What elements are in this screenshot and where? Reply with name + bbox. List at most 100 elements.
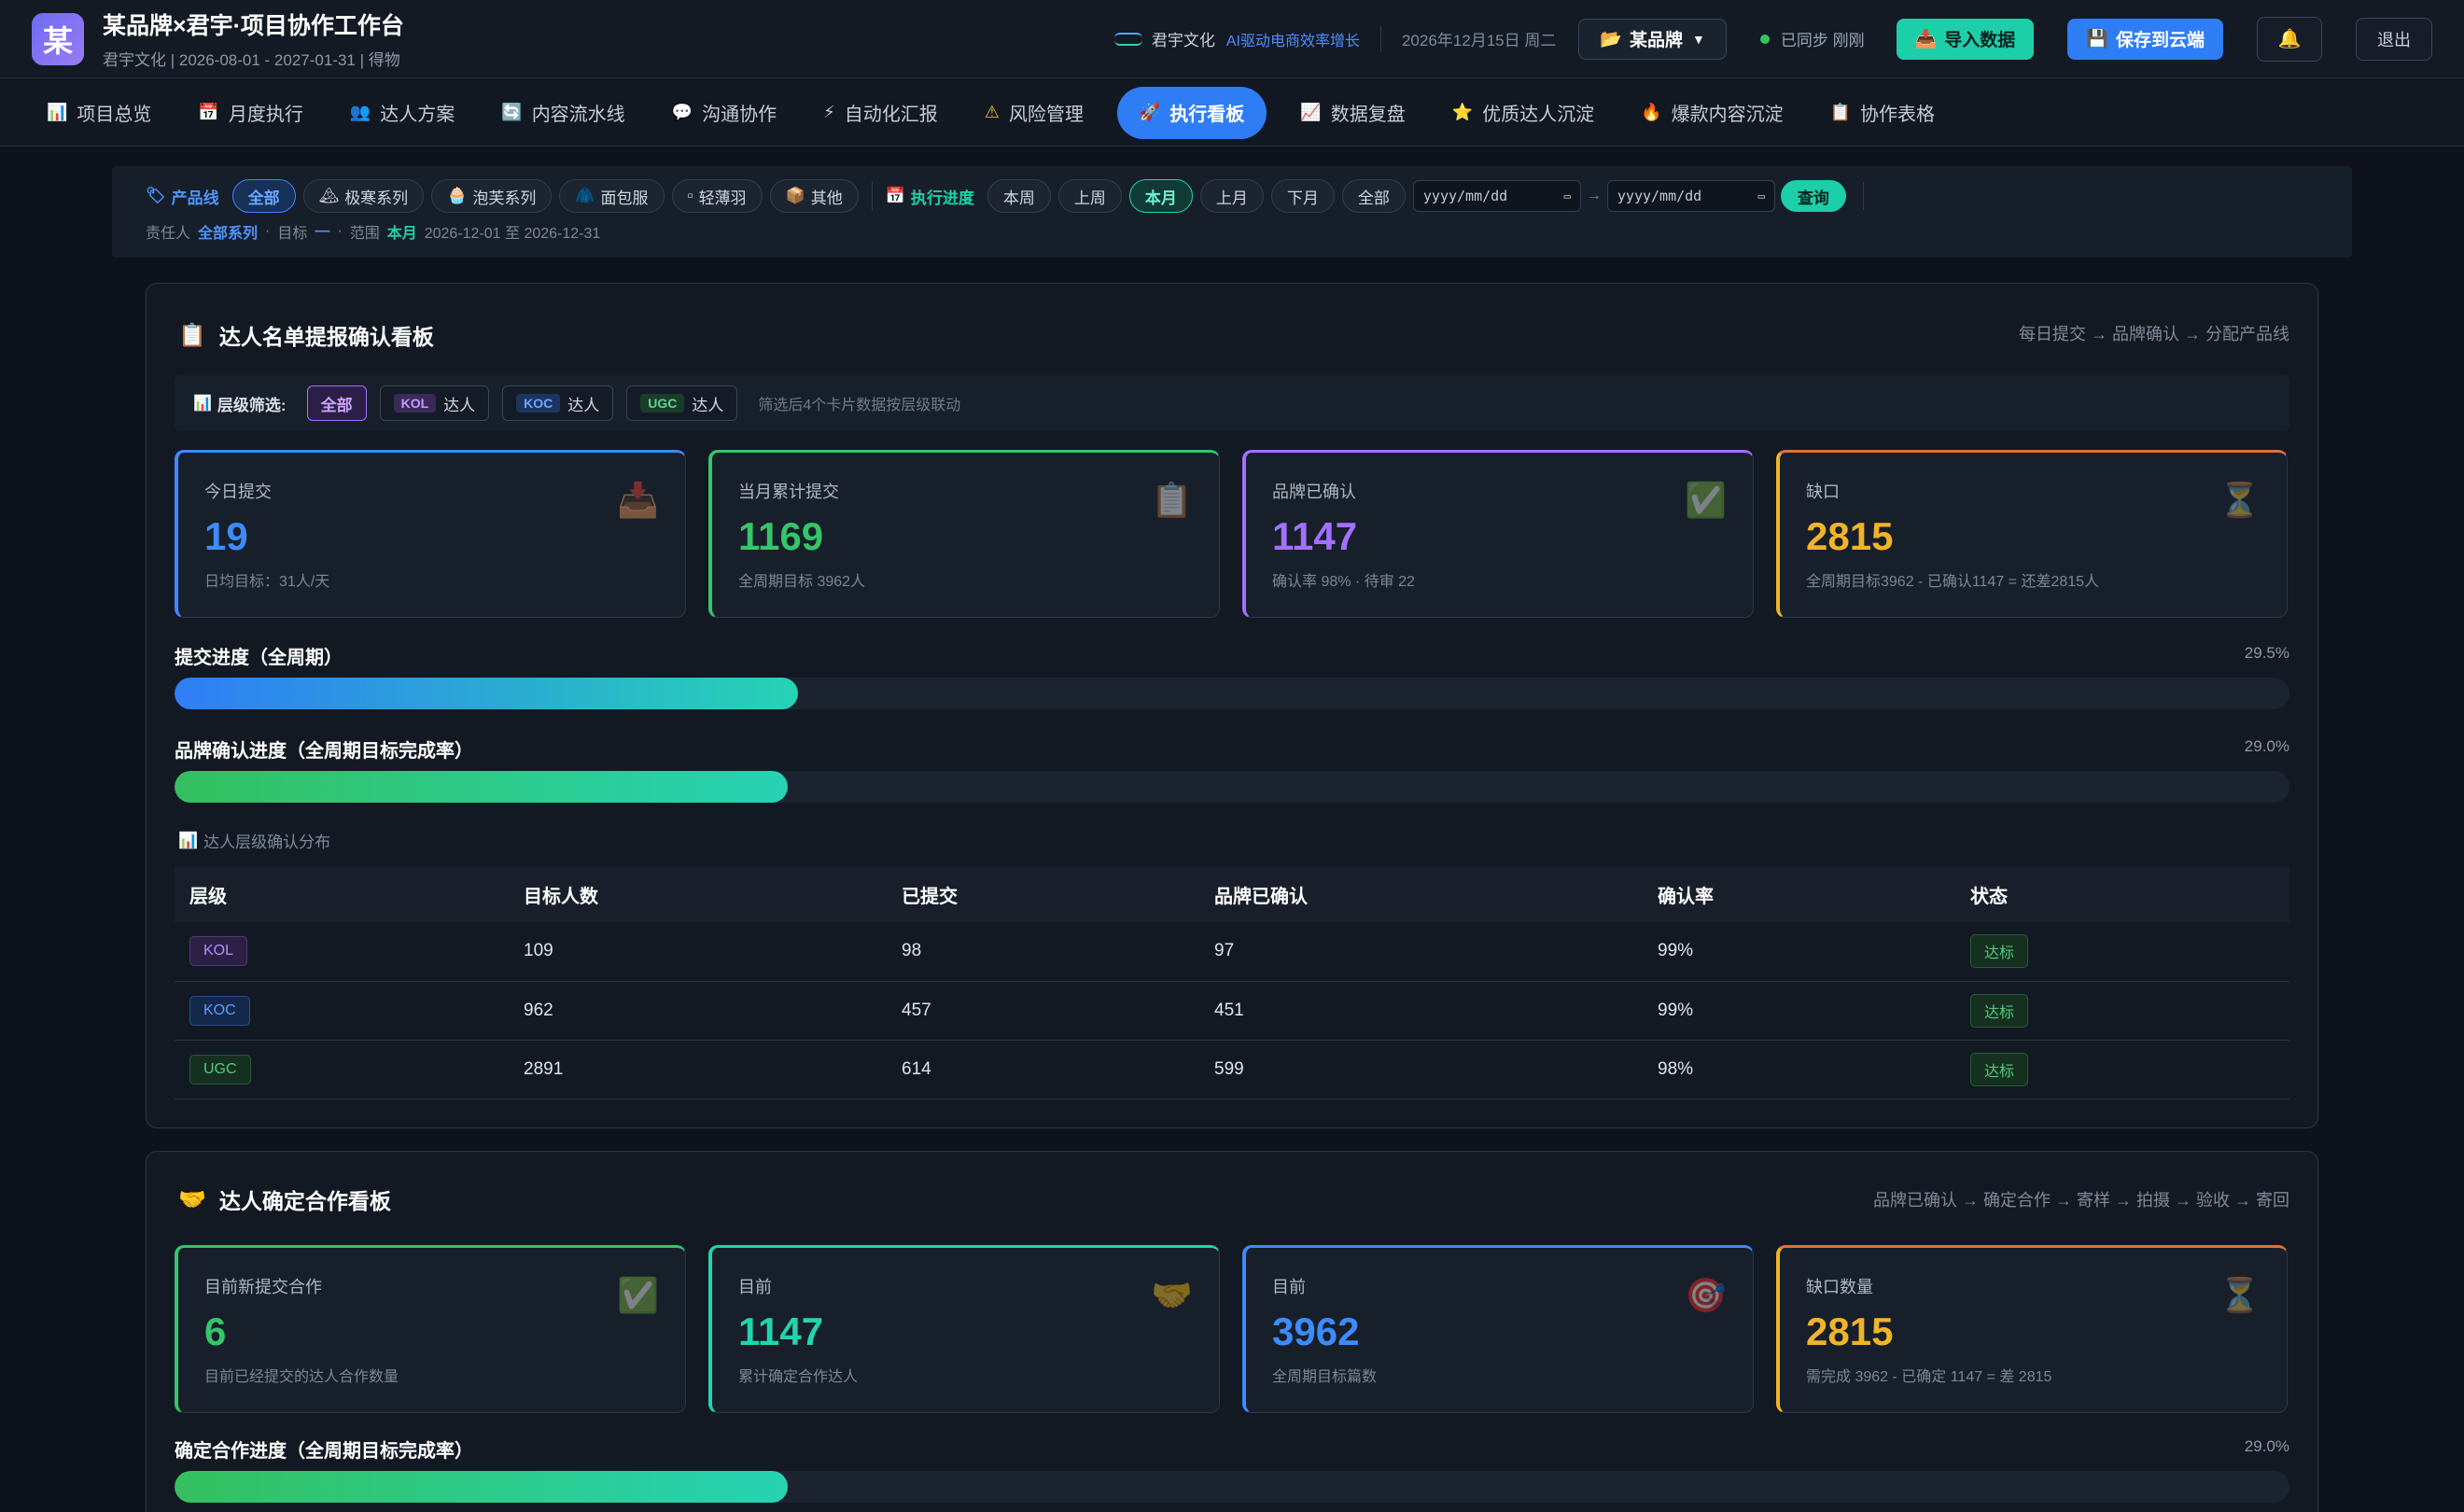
clipboard-icon: 📋 [1829, 103, 1851, 121]
period-chip-last-month[interactable]: 上月 [1199, 179, 1264, 213]
level-chip-koc[interactable]: KOC 达人 [502, 385, 614, 421]
stat-sub: 全周期目标3962 - 已确认1147 = 还差2815人 [1806, 574, 2100, 590]
refresh-icon: 🔄 [501, 103, 523, 121]
target-cell: 962 [509, 981, 887, 1041]
import-data-button[interactable]: 📥 导入数据 [1896, 18, 2035, 60]
app-subtitle: 君宇文化 | 2026-08-01 - 2027-01-31 | 得物 [103, 51, 400, 69]
confirmed-cell: 599 [1199, 1040, 1643, 1099]
clipboard-icon: 📋 [1151, 481, 1193, 519]
logout-button[interactable]: 退出 [2356, 17, 2432, 61]
period-chip-this-week[interactable]: 本周 [987, 179, 1051, 213]
chart-icon: 📊 [178, 831, 199, 849]
coat-icon: 🧥 [575, 187, 595, 204]
stat-value: 2815 [1806, 514, 1894, 558]
tab-pipeline[interactable]: 🔄 内容流水线 [488, 87, 637, 139]
product-chip-light-down[interactable]: ▫ 轻薄羽 [671, 179, 763, 213]
submitted-cell: 98 [887, 922, 1199, 982]
tab-monthly[interactable]: 📅 月度执行 [185, 87, 315, 139]
fire-icon: 🔥 [1641, 103, 1662, 121]
range-dates: 2026-12-01 至 2026-12-31 [424, 226, 601, 242]
stat-card-new-coop: 目前新提交合作 6 目前已经提交的达人合作数量 ✅ [175, 1245, 686, 1413]
box-icon: 📦 [785, 187, 805, 204]
level-chip-kol[interactable]: KOL 达人 [379, 385, 490, 421]
period-chip-last-week[interactable]: 上周 [1057, 179, 1122, 213]
tab-label: 执行看板 [1169, 105, 1245, 125]
tab-influencer-plan[interactable]: 👥 达人方案 [337, 87, 468, 139]
mountain-icon: 🏔 [318, 187, 340, 204]
calendar-picker-icon: ▭ [1757, 189, 1765, 203]
tab-hit-content[interactable]: 🔥 爆款内容沉淀 [1628, 87, 1796, 139]
progress-label: 确定合作进度（全周期目标完成率） [175, 1441, 473, 1462]
status-badge: 达标 [1970, 1052, 2029, 1086]
feather-icon: ▫ [687, 187, 693, 204]
tag-icon: 🏷 [146, 187, 166, 204]
main-nav: 📊 项目总览 📅 月度执行 👥 达人方案 🔄 内容流水线 💬 沟通协作 ⚡ 自动化汇报 ⚠ 风… [0, 79, 2464, 147]
product-chip-arctic[interactable]: 🏔 极寒系列 [302, 179, 425, 213]
query-button[interactable]: 查询 [1780, 180, 1846, 212]
cooperation-progress-bar [175, 1471, 2289, 1503]
range-value: 本月 [386, 226, 417, 242]
company-name: 君宇文化 [1151, 32, 1215, 49]
tab-label: 优质达人沉淀 [1482, 105, 1595, 125]
product-line-label: 🏷 产品线 [146, 187, 219, 207]
stat-sub: 需完成 3962 - 已确定 1147 = 差 2815 [1806, 1369, 2052, 1385]
top-header: 某 某品牌×君宇·项目协作工作台 君宇文化 | 2026-08-01 - 202… [0, 0, 2464, 78]
end-date-input[interactable]: yyyy/mm/dd ▭ [1606, 180, 1775, 212]
level-chip-all[interactable]: 全部 [306, 385, 367, 421]
save-cloud-button[interactable]: 💾 保存到云端 [2067, 18, 2223, 60]
owner-value: 全部系列 [198, 226, 259, 242]
tab-review[interactable]: 📈 数据复盘 [1287, 87, 1418, 139]
stat-label: 当月累计提交 [738, 483, 839, 501]
start-date-input[interactable]: yyyy/mm/dd ▭ [1412, 180, 1581, 212]
rate-cell: 98% [1643, 1040, 1955, 1099]
tab-dashboard[interactable]: 🚀 执行看板 [1116, 86, 1267, 139]
progress-label: 📅 执行进度 [885, 187, 974, 207]
target-cell: 109 [509, 922, 887, 982]
panel-title: 🤝 达人确定合作看板 [178, 1186, 391, 1214]
stat-sub: 确认率 98% · 待审 22 [1272, 574, 1415, 590]
confirmed-cell: 97 [1199, 922, 1643, 982]
level-filter-hint: 筛选后4个卡片数据按层级联动 [758, 398, 961, 413]
tab-overview[interactable]: 📊 项目总览 [34, 87, 164, 139]
stat-value: 2815 [1806, 1309, 1894, 1353]
brand-select[interactable]: 📂 某品牌 ▼ [1578, 18, 1727, 60]
chart-icon: 📊 [193, 396, 212, 412]
product-chip-bread-coat[interactable]: 🧥 面包服 [559, 179, 665, 213]
column-header: 品牌已确认 [1199, 866, 1643, 922]
period-chip-next-month[interactable]: 下月 [1270, 179, 1335, 213]
period-chip-this-month[interactable]: 本月 [1128, 179, 1193, 213]
product-chip-all[interactable]: 全部 [231, 179, 296, 213]
period-chip-all[interactable]: 全部 [1341, 179, 1406, 213]
puff-icon: 🧁 [447, 187, 468, 204]
stat-label: 今日提交 [204, 483, 272, 501]
filter-summary: 责任人 全部系列 · 目标 — · 范围 本月 2026-12-01 至 2026-12-… [146, 220, 2318, 243]
tab-label: 数据复盘 [1330, 105, 1406, 125]
confirmation-progress-bar [175, 771, 2289, 803]
progress-percent: 29.5% [2244, 644, 2289, 662]
stat-sub: 日均目标：31人/天 [204, 574, 330, 590]
divider [871, 182, 873, 210]
product-chip-other[interactable]: 📦 其他 [769, 179, 859, 213]
tab-top-influencers[interactable]: ⭐ 优质达人沉淀 [1439, 87, 1607, 139]
people-icon: 👥 [349, 103, 371, 121]
level-chip-ugc[interactable]: UGC 达人 [626, 385, 738, 421]
column-header: 已提交 [887, 866, 1199, 922]
notification-button[interactable]: 🔔 [2257, 16, 2322, 62]
handshake-icon: 🤝 [178, 1186, 206, 1212]
tab-collab-sheet[interactable]: 📋 协作表格 [1817, 87, 1948, 139]
column-header: 层级 [175, 866, 509, 922]
progress-fill [175, 678, 799, 709]
stat-label: 品牌已确认 [1272, 483, 1356, 501]
target-icon: 🎯 [1685, 1276, 1727, 1314]
app-title: 某品牌×君宇·项目协作工作台 [103, 13, 404, 39]
filter-panel: 🏷 产品线 全部 🏔 极寒系列 🧁 泡芙系列 🧥 面包服 ▫ 轻薄羽 📦 其他 📅 执行进度 … [112, 166, 2352, 258]
tab-risk[interactable]: ⚠ 风险管理 [972, 87, 1097, 139]
stat-card-target: 目前 3962 全周期目标篇数 🎯 [1242, 1245, 1754, 1413]
tab-auto-report[interactable]: ⚡ 自动化汇报 [810, 87, 951, 139]
rate-cell: 99% [1643, 922, 1955, 982]
product-chip-puff[interactable]: 🧁 泡芙系列 [431, 179, 553, 213]
tab-communication[interactable]: 💬 沟通协作 [659, 87, 790, 139]
stat-sub: 全周期目标篇数 [1272, 1369, 1378, 1385]
progress-percent: 29.0% [2244, 1437, 2289, 1455]
bell-icon: 🔔 [2277, 29, 2302, 49]
